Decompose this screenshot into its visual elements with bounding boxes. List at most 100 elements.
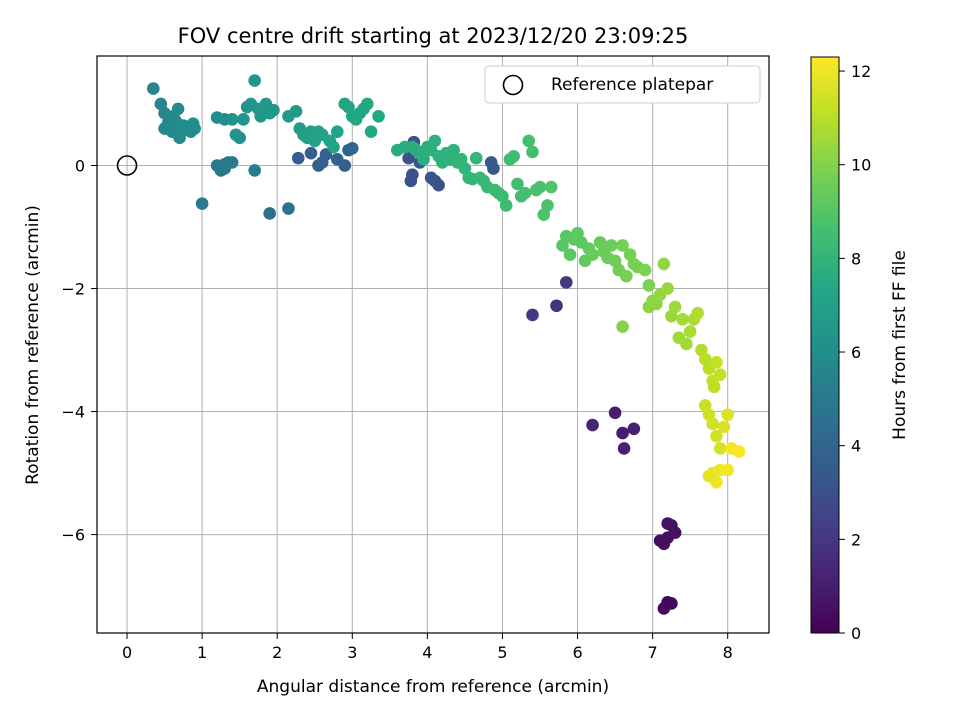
data-point xyxy=(616,320,629,333)
data-points xyxy=(147,74,746,615)
data-point xyxy=(402,151,415,165)
data-point xyxy=(706,417,719,431)
data-point xyxy=(304,146,318,160)
data-point xyxy=(327,140,340,154)
x-axis-label: Angular distance from reference (arcmin) xyxy=(257,677,609,697)
data-point xyxy=(345,141,359,155)
x-tick-label: 6 xyxy=(572,643,582,662)
data-point xyxy=(522,134,536,148)
data-point xyxy=(586,248,599,261)
data-point xyxy=(267,103,280,117)
colorbar-gradient xyxy=(810,56,840,634)
x-tick-label: 3 xyxy=(347,643,357,662)
data-point xyxy=(559,276,573,289)
data-point xyxy=(541,199,554,212)
data-point xyxy=(544,180,558,194)
y-axis-ticks: 0 −2 −4 −6 xyxy=(61,156,97,545)
data-point xyxy=(195,197,209,210)
data-point xyxy=(248,164,261,177)
colorbar-tick-label: 0 xyxy=(851,624,861,643)
data-point xyxy=(188,122,201,135)
data-point xyxy=(710,429,723,443)
x-tick-label: 8 xyxy=(723,643,733,662)
gridlines xyxy=(97,56,769,633)
colorbar-tick-label: 6 xyxy=(851,343,861,362)
legend-label: Reference platepar xyxy=(551,75,713,95)
legend-box xyxy=(484,65,761,104)
data-point xyxy=(263,207,276,220)
data-point xyxy=(616,426,629,440)
data-point xyxy=(586,418,599,432)
colorbar: 0 2 4 6 8 10 12 Hours from first FF file xyxy=(810,56,910,643)
data-point xyxy=(291,151,305,165)
x-tick-label: 0 xyxy=(122,643,132,662)
data-point xyxy=(608,406,622,420)
data-point xyxy=(721,463,735,477)
data-point xyxy=(713,442,727,455)
data-point xyxy=(676,312,689,326)
data-point xyxy=(657,602,671,615)
x-tick-label: 5 xyxy=(497,643,507,662)
data-point xyxy=(725,442,738,455)
data-point xyxy=(432,178,445,192)
data-point xyxy=(248,74,261,87)
data-point xyxy=(171,102,185,116)
data-point xyxy=(518,186,532,200)
legend: Reference platepar xyxy=(484,65,761,104)
data-point xyxy=(533,180,547,194)
data-point xyxy=(661,282,674,295)
data-point xyxy=(526,145,539,159)
data-point xyxy=(710,475,723,489)
data-point xyxy=(289,105,303,118)
data-point xyxy=(713,368,727,381)
data-point xyxy=(330,125,344,138)
reference-platepar-marker xyxy=(116,155,138,176)
y-tick-label: 0 xyxy=(75,156,85,175)
y-axis-label: Rotation from reference (arcmin) xyxy=(23,205,43,485)
colorbar-tick-label: 4 xyxy=(851,437,861,456)
data-point xyxy=(668,300,682,314)
data-point xyxy=(372,109,385,123)
data-point xyxy=(550,299,563,313)
data-point xyxy=(406,168,419,182)
data-point xyxy=(487,162,500,175)
data-point xyxy=(665,519,678,532)
data-point xyxy=(469,151,483,165)
data-point xyxy=(428,134,442,148)
data-point xyxy=(233,131,246,145)
data-point xyxy=(511,177,524,191)
data-point xyxy=(147,82,160,95)
data-point xyxy=(563,248,577,261)
data-point xyxy=(683,325,697,338)
y-tick-label: −6 xyxy=(61,526,85,545)
data-point xyxy=(499,199,513,212)
data-point xyxy=(691,306,704,320)
x-axis-ticks: 0 1 2 3 4 5 6 7 8 xyxy=(122,633,733,662)
colorbar-label: Hours from first FF file xyxy=(890,250,910,440)
data-point xyxy=(638,263,652,277)
data-point xyxy=(361,97,374,111)
colorbar-ticks: 0 2 4 6 8 10 12 xyxy=(839,62,871,643)
plot-frame xyxy=(96,55,770,634)
data-point xyxy=(282,202,295,215)
x-tick-label: 4 xyxy=(422,643,432,662)
data-point xyxy=(507,149,521,163)
x-tick-label: 1 xyxy=(197,643,207,662)
colorbar-tick-label: 10 xyxy=(851,156,871,175)
data-point xyxy=(627,422,641,436)
y-tick-label: −2 xyxy=(61,280,85,299)
data-point xyxy=(218,162,231,175)
colorbar-tick-label: 2 xyxy=(851,530,861,549)
data-point xyxy=(526,308,539,322)
chart-title: FOV centre drift starting at 2023/12/20 … xyxy=(178,24,689,48)
data-point xyxy=(620,269,633,283)
x-tick-label: 2 xyxy=(272,643,282,662)
y-tick-label: −4 xyxy=(61,403,85,422)
data-point xyxy=(447,143,460,157)
data-point xyxy=(642,279,656,292)
colorbar-tick-label: 12 xyxy=(851,62,871,81)
data-point xyxy=(225,113,239,126)
data-point xyxy=(721,408,735,421)
data-point xyxy=(617,442,631,455)
